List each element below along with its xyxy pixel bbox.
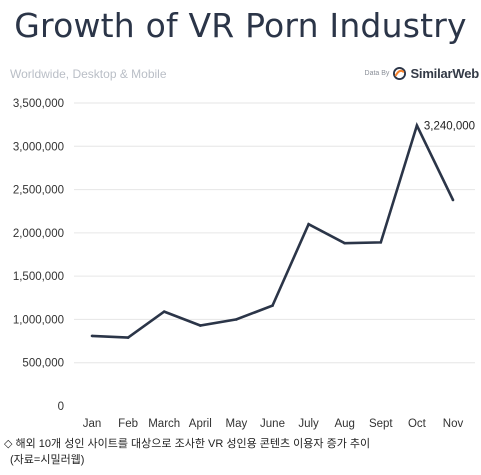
- data-label: 3,240,000: [424, 121, 475, 133]
- y-tick-label: 1,500,000: [13, 271, 64, 283]
- y-tick-label: 3,000,000: [13, 141, 64, 153]
- chart-subtitle: Worldwide, Desktop & Mobile: [10, 67, 167, 81]
- similarweb-logo-icon: [393, 67, 407, 80]
- data-point: [199, 324, 202, 327]
- caption-line-1: ◇ 해외 10개 성인 사이트를 대상으로 조사한 VR 성인용 콘텐츠 이용자…: [4, 438, 371, 450]
- data-point: [162, 310, 166, 313]
- line-chart: 0 500,000 1,000,000 1,500,000 2,000,000 2,500…: [13, 98, 475, 430]
- y-tick-label: 3,500,000: [13, 98, 64, 110]
- x-tick-label: Feb: [118, 418, 138, 430]
- y-tick-label: 2,000,000: [13, 228, 64, 240]
- x-tick-label: July: [298, 418, 319, 430]
- x-tick-label: Jan: [83, 418, 102, 430]
- y-tick-label: 2,500,000: [13, 185, 64, 197]
- caption: ◇ 해외 10개 성인 사이트를 대상으로 조사한 VR 성인용 콘텐츠 이용자…: [4, 436, 370, 468]
- x-tick-label: Oct: [408, 418, 427, 430]
- x-tick-label: May: [226, 418, 248, 430]
- data-point: [415, 124, 419, 127]
- data-point: [126, 336, 130, 339]
- data-point: [235, 318, 238, 321]
- data-point: [343, 241, 347, 245]
- data-point: [90, 334, 94, 338]
- y-tick-label: 500,000: [22, 358, 64, 370]
- caption-line-2: (자료=시밀러웹): [10, 454, 85, 466]
- x-tick-label: June: [260, 418, 285, 430]
- x-tick-label: Sept: [369, 418, 393, 430]
- chart-title: Growth of VR Porn Industry: [14, 6, 467, 45]
- x-tick-label: Aug: [334, 418, 354, 430]
- data-point: [379, 241, 383, 244]
- x-tick-label: April: [189, 418, 212, 430]
- data-point: [307, 222, 310, 226]
- source-credit: Data By SimilarWeb: [364, 66, 480, 81]
- y-tick-label: 0: [58, 401, 64, 413]
- data-point: [271, 304, 274, 307]
- source-name: SimilarWeb: [410, 66, 479, 81]
- source-prefix: Data By: [364, 70, 390, 77]
- x-tick-label: Nov: [443, 418, 464, 430]
- data-point: [451, 198, 455, 202]
- y-tick-label: 1,000,000: [13, 314, 64, 326]
- x-tick-label: March: [148, 418, 180, 430]
